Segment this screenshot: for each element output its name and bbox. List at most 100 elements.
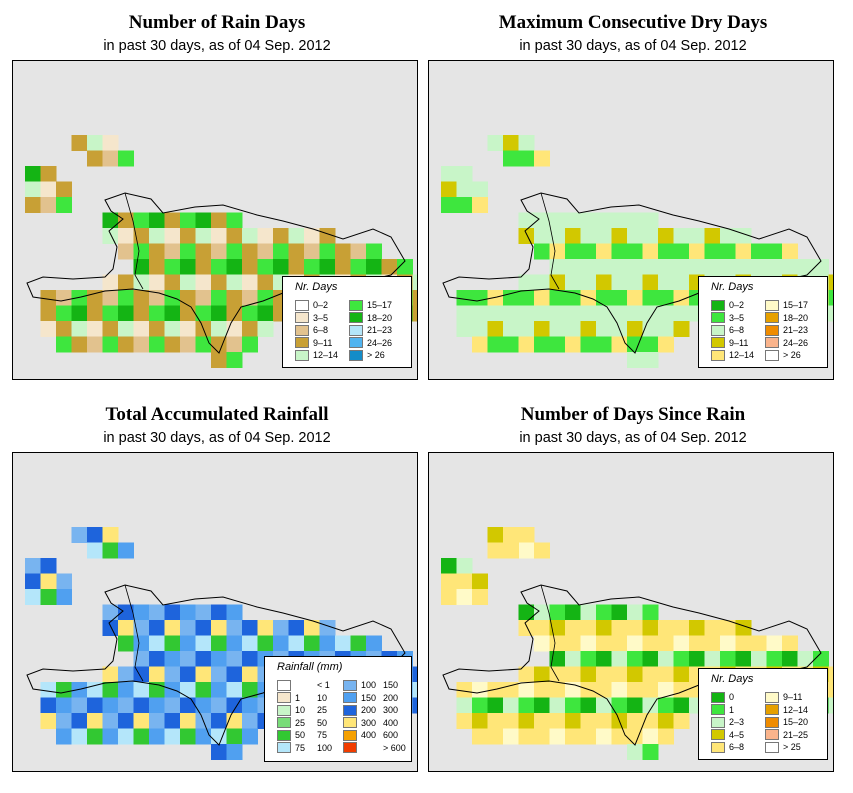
grid-cell [102, 682, 119, 698]
legend-swatch [277, 692, 291, 703]
grid-cell [735, 651, 752, 667]
grid-cell [118, 150, 134, 167]
island-outline [442, 192, 822, 354]
grid-cell [149, 336, 165, 353]
grid-cell [627, 635, 643, 652]
legend-label: > 26 [783, 350, 801, 360]
grid-cell [487, 527, 504, 543]
country-border [540, 584, 560, 682]
grid-cell [456, 697, 473, 714]
grid-cell [366, 243, 382, 260]
grid-cell [580, 604, 597, 621]
grid-cell [273, 243, 289, 260]
grid-cell [797, 259, 814, 275]
grid-cell [350, 243, 367, 260]
grid-cell [487, 135, 504, 151]
grid-cell [288, 228, 305, 244]
legend-label: 3–5 [313, 312, 329, 323]
grid-cell [627, 620, 643, 636]
grid-cell [642, 243, 659, 260]
grid-cell [549, 305, 566, 322]
grid-cell [87, 305, 103, 322]
grid-cell [164, 243, 181, 260]
legend-swatch [711, 349, 725, 361]
grid-cell [40, 290, 57, 306]
grid-cell [211, 620, 227, 636]
grid-cell [397, 259, 413, 275]
grid-cell [102, 290, 119, 306]
legend-item: 12–14 [295, 349, 338, 361]
grid-cell [658, 274, 674, 291]
grid-cell [102, 542, 119, 559]
grid-cell [472, 305, 488, 322]
grid-cell [133, 243, 150, 260]
grid-cell [673, 620, 690, 636]
legend-item: 400 600 [343, 729, 398, 741]
grid-cell [487, 305, 504, 322]
grid-cell [102, 666, 119, 683]
grid-cell [87, 135, 103, 151]
grid-cell [518, 336, 535, 353]
grid-cell [766, 259, 783, 275]
grid-cell [71, 697, 88, 714]
grid-cell [658, 651, 674, 667]
grid-cell [25, 573, 41, 590]
legend-swatch [765, 312, 779, 323]
grid-cell [549, 274, 566, 291]
grid-cell [25, 197, 41, 213]
grid-cell [658, 336, 674, 353]
grid-cell [102, 228, 119, 244]
grid-cell [242, 259, 258, 275]
grid-cell [118, 682, 134, 698]
grid-cell [412, 274, 417, 291]
grid-cell [735, 243, 752, 260]
legend-label: 18–20 [367, 312, 393, 323]
grid-cell [273, 620, 289, 636]
legend-item: 1 10 [277, 692, 327, 704]
grid-cell [195, 336, 212, 353]
grid-cell [658, 620, 674, 636]
legend-item: 1 [711, 704, 734, 716]
grid-cell [611, 728, 628, 745]
legend-swatch [343, 742, 357, 753]
legend-item: 2–3 [711, 716, 744, 728]
grid-cell [456, 305, 473, 322]
grid-cell [487, 321, 504, 337]
legend-label: 2–3 [729, 717, 745, 727]
grid-cell [87, 527, 103, 543]
grid-cell [596, 259, 612, 275]
grid-cell [611, 697, 628, 714]
grid-cell [211, 352, 227, 368]
grid-cell [149, 635, 165, 652]
legend-item: 21–23 [349, 324, 392, 336]
legend-swatch [349, 349, 363, 361]
legend-item: 300 400 [343, 717, 398, 729]
grid-cell [673, 274, 690, 291]
grid-cell [118, 666, 134, 683]
grid-cell [518, 620, 535, 636]
grid-cell [226, 744, 243, 760]
legend-item: 15–20 [765, 716, 808, 728]
legend-label: 21–23 [367, 325, 393, 335]
grid-cell [195, 682, 212, 698]
grid-cell [689, 635, 705, 652]
grid-cell [565, 604, 581, 621]
grid-cell [611, 635, 628, 652]
grid-cell [472, 697, 488, 714]
grid-cell [195, 274, 212, 291]
grid-cell [534, 212, 550, 229]
grid-cell [195, 243, 212, 260]
legend-item: 200 300 [343, 704, 398, 716]
grid-cell [627, 228, 643, 244]
legend-total-rainfall: Rainfall (mm) < 1 1 10 10 25 25 50 50 75 75 100 100… [264, 656, 412, 762]
legend-label: 6–8 [729, 325, 745, 335]
grid-cell [565, 651, 581, 667]
grid-cell [211, 635, 227, 652]
grid-cell [503, 150, 519, 167]
grid-cell [25, 558, 41, 574]
grid-cell [720, 259, 736, 275]
grid-cell [133, 290, 150, 306]
legend-swatch [349, 337, 363, 348]
grid-cell [735, 635, 752, 652]
grid-cell [627, 274, 643, 291]
